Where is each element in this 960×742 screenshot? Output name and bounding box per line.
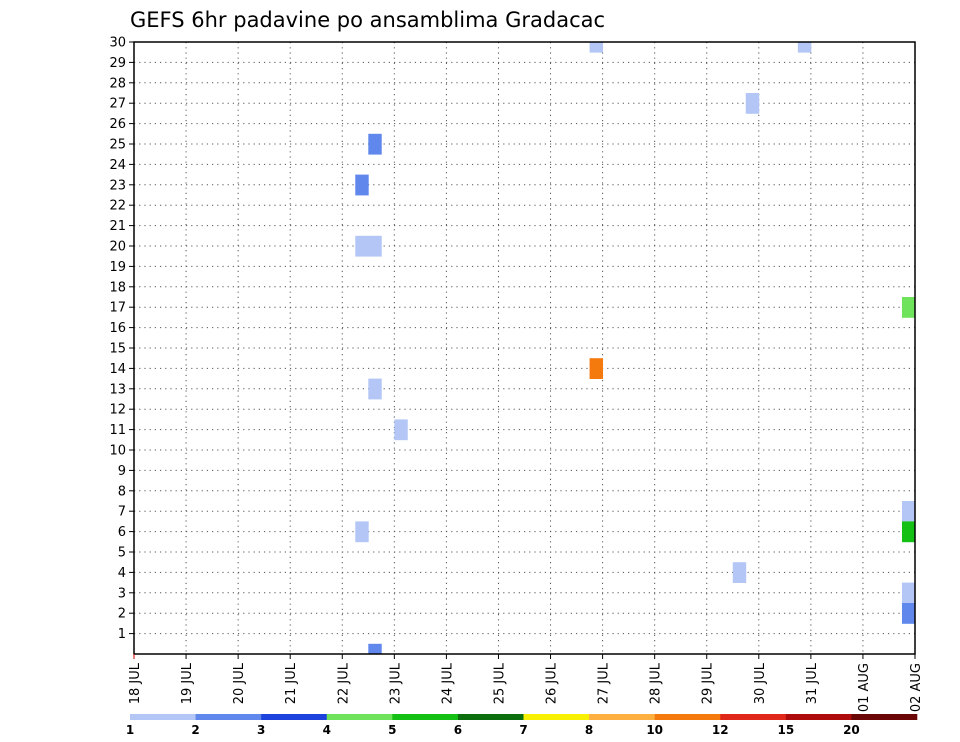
precip-cell: [394, 419, 408, 441]
precip-cell: [901, 521, 916, 543]
y-tick-label: 24: [109, 158, 126, 173]
precip-cell: [355, 235, 369, 257]
colorbar-segment: [654, 714, 721, 720]
colorbar-tick-label: 3: [257, 723, 265, 737]
colorbar-segment: [457, 714, 524, 720]
chart-title: GEFS 6hr padavine po ansamblima Gradacac: [130, 8, 605, 32]
y-tick-label: 12: [109, 403, 126, 418]
precip-cell: [901, 501, 916, 522]
colorbar-segment: [195, 714, 262, 720]
y-tick-label: 23: [109, 178, 126, 193]
colorbar-segment: [326, 714, 393, 720]
colorbar-segment: [523, 714, 590, 720]
colorbar-segment: [392, 714, 459, 720]
x-tick-label: 19 JUL: [180, 662, 195, 704]
colorbar-tick-label: 4: [323, 723, 331, 737]
colorbar-segment: [851, 714, 918, 720]
y-tick-label: 30: [109, 36, 126, 51]
y-tick-label: 18: [109, 280, 126, 295]
y-tick-label: 21: [109, 219, 126, 234]
y-tick-label: 27: [109, 97, 126, 112]
colorbar-tick-label: 6: [454, 723, 462, 737]
y-tick-label: 25: [109, 138, 126, 153]
y-tick-label: 10: [109, 444, 126, 459]
colorbar-tick-label: 5: [388, 723, 396, 737]
colorbar-segment: [785, 714, 852, 720]
y-tick-label: 5: [118, 546, 126, 561]
precip-cell: [745, 93, 760, 114]
y-tick-label: 17: [109, 301, 126, 316]
y-axis-ticks: 1234567891011121314151617181920212223242…: [109, 36, 134, 642]
x-tick-label: 24 JUL: [440, 662, 455, 704]
colorbar-segment: [261, 714, 328, 720]
x-tick-label: 27 JUL: [597, 662, 612, 704]
x-tick-label: 28 JUL: [649, 662, 664, 704]
precip-cell: [589, 358, 603, 379]
y-tick-label: 20: [109, 240, 126, 255]
y-tick-label: 16: [109, 321, 126, 336]
colorbar-tick-label: 2: [191, 723, 199, 737]
y-tick-label: 6: [118, 525, 126, 540]
x-tick-label: 25 JUL: [492, 662, 507, 704]
y-tick-label: 11: [109, 423, 126, 438]
y-tick-label: 8: [118, 484, 126, 499]
precip-cell: [368, 378, 382, 400]
colorbar-tick-label: 1: [126, 723, 134, 737]
y-tick-label: 29: [109, 56, 126, 71]
x-tick-label: 30 JUL: [753, 662, 768, 704]
y-tick-label: 2: [118, 607, 126, 622]
x-tick-label: 02 AUG: [909, 663, 924, 712]
x-tick-label: 22 JUL: [336, 662, 351, 704]
x-tick-label: 21 JUL: [284, 662, 299, 704]
grid-lines: [134, 41, 915, 654]
colorbar-tick-label: 7: [519, 723, 527, 737]
precip-cell: [901, 297, 916, 318]
y-tick-label: 4: [118, 566, 126, 581]
y-tick-label: 28: [109, 76, 126, 91]
y-tick-label: 14: [109, 362, 126, 377]
y-tick-label: 9: [118, 464, 126, 479]
colorbar: 1 2 3 4 5 6 7 8 10 12 15 20: [126, 714, 918, 737]
x-axis-ticks: 18 JUL 19 JUL 20 JUL 21 JUL 22 JUL 23 JUL 24 J…: [128, 654, 924, 712]
y-tick-label: 3: [118, 586, 126, 601]
y-tick-label: 1: [118, 627, 126, 642]
x-tick-label: 23 JUL: [388, 662, 403, 704]
colorbar-tick-label: 20: [843, 723, 860, 737]
precip-cell: [368, 643, 382, 655]
precip-cell: [901, 603, 916, 624]
precipitation-cells: [355, 42, 916, 655]
x-tick-label: 26 JUL: [545, 662, 560, 704]
y-tick-label: 26: [109, 117, 126, 132]
colorbar-tick-label: 15: [777, 723, 794, 737]
colorbar-tick-label: 8: [585, 723, 593, 737]
colorbar-segment: [589, 714, 655, 720]
precip-cell: [732, 562, 747, 583]
precip-cell: [797, 42, 812, 53]
precip-cell: [355, 174, 369, 196]
x-tick-label: 20 JUL: [232, 662, 247, 704]
colorbar-tick-label: 12: [712, 723, 729, 737]
precip-cell: [901, 582, 916, 604]
y-tick-label: 15: [109, 342, 126, 357]
precip-cell: [368, 235, 382, 257]
x-tick-label: 18 JUL: [128, 662, 143, 704]
y-tick-label: 19: [109, 260, 126, 275]
x-tick-label: 29 JUL: [701, 662, 716, 704]
precip-cell: [589, 42, 603, 53]
colorbar-segment: [720, 714, 787, 720]
colorbar-tick-label: 10: [646, 723, 663, 737]
precip-cell: [368, 133, 382, 155]
precip-cell: [355, 521, 369, 543]
y-tick-label: 22: [109, 199, 126, 214]
colorbar-segment: [130, 714, 196, 720]
x-tick-label: 01 AUG: [857, 663, 872, 712]
y-tick-label: 13: [109, 382, 126, 397]
y-tick-label: 7: [118, 505, 126, 520]
x-tick-label: 31 JUL: [805, 662, 820, 704]
